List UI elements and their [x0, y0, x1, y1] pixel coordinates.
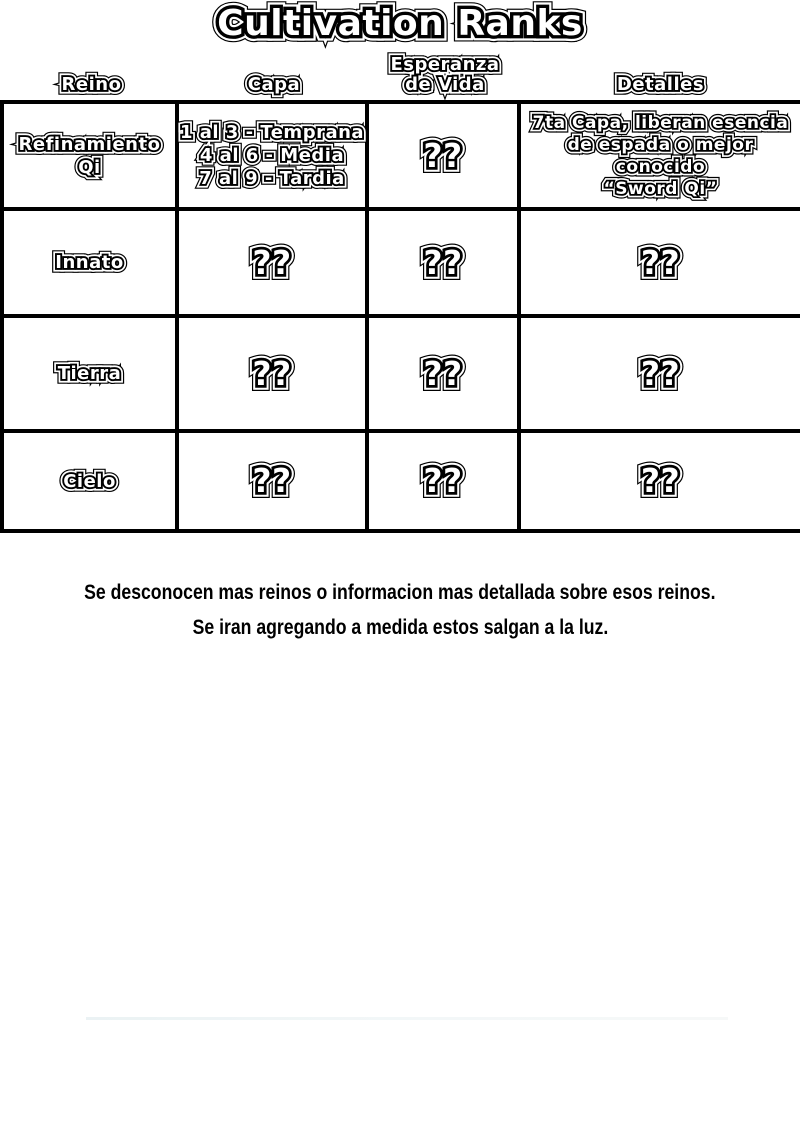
column-header-esperanza-de-vida: Esperanza de Vida [389, 53, 501, 97]
esperanza-value: ?? [421, 353, 465, 393]
title-area: Cultivation Ranks [0, 0, 800, 47]
column-header-capa-wrap: Capa [179, 48, 369, 100]
cell-capa-innato: ?? [179, 211, 369, 318]
esperanza-value: ?? [421, 135, 465, 175]
cell-capa-refinamiento-qi: 1 al 3 - Temprana 4 al 6 - Media 7 al 9 … [178, 104, 369, 211]
footer-note-line1-text: Se desconocen mas reinos o informacion m… [84, 581, 716, 604]
column-header-detalles-wrap: Detalles [521, 48, 800, 100]
footer-note-line2-text: Se iran agregando a medida estos salgan … [192, 616, 608, 639]
cell-esperanza-cielo: ?? [369, 433, 521, 529]
column-header-reino: Reino [60, 73, 123, 97]
capa-value: ?? [250, 461, 294, 501]
footer-note-line2: Se iran agregando a medida estos salgan … [0, 616, 800, 640]
reino-label: Cielo [61, 469, 117, 494]
reino-label: Tierra [56, 361, 123, 386]
capa-value: ?? [250, 242, 294, 282]
column-header-detalles: Detalles [615, 73, 705, 97]
capa-value: 1 al 3 - Temprana 4 al 6 - Media 7 al 9 … [178, 120, 365, 191]
page-title: Cultivation Ranks [214, 0, 586, 47]
detalles-value: 7ta Capa, liberan esencia de espada o me… [521, 111, 800, 201]
esperanza-value: ?? [421, 242, 465, 282]
table-header-row: Reino Capa Esperanza de Vida Detalles [4, 48, 800, 100]
cell-detalles-refinamiento-qi: 7ta Capa, liberan esencia de espada o me… [521, 104, 800, 211]
column-header-reino-wrap: Reino [4, 48, 179, 100]
cell-capa-tierra: ?? [179, 318, 369, 433]
column-header-esperanza-wrap: Esperanza de Vida [369, 48, 521, 100]
footer-note-line1: Se desconocen mas reinos o informacion m… [0, 581, 800, 605]
cell-reino-tierra: Tierra [4, 318, 179, 433]
column-header-capa: Capa [246, 73, 302, 97]
detalles-value: ?? [638, 242, 682, 282]
detalles-value: ?? [638, 461, 682, 501]
reino-label: Refinamiento Qi [4, 132, 175, 180]
cultivation-ranks-table: Refinamiento Qi 1 al 3 - Temprana 4 al 6… [0, 100, 800, 533]
cell-detalles-cielo: ?? [521, 433, 800, 529]
cell-esperanza-refinamiento-qi: ?? [369, 104, 521, 211]
capa-value: ?? [250, 353, 294, 393]
cell-reino-innato: Innato [4, 211, 179, 318]
cell-detalles-tierra: ?? [521, 318, 800, 433]
detalles-value: ?? [638, 353, 682, 393]
cell-esperanza-tierra: ?? [369, 318, 521, 433]
cell-reino-refinamiento-qi: Refinamiento Qi [4, 104, 179, 211]
esperanza-value: ?? [421, 461, 465, 501]
cell-detalles-innato: ?? [521, 211, 800, 318]
footer-notes: Se desconocen mas reinos o informacion m… [0, 581, 800, 640]
cell-capa-cielo: ?? [179, 433, 369, 529]
reino-label: Innato [53, 250, 125, 275]
cell-reino-cielo: Cielo [4, 433, 179, 529]
faint-artifact-line [86, 1017, 728, 1020]
cell-esperanza-innato: ?? [369, 211, 521, 318]
